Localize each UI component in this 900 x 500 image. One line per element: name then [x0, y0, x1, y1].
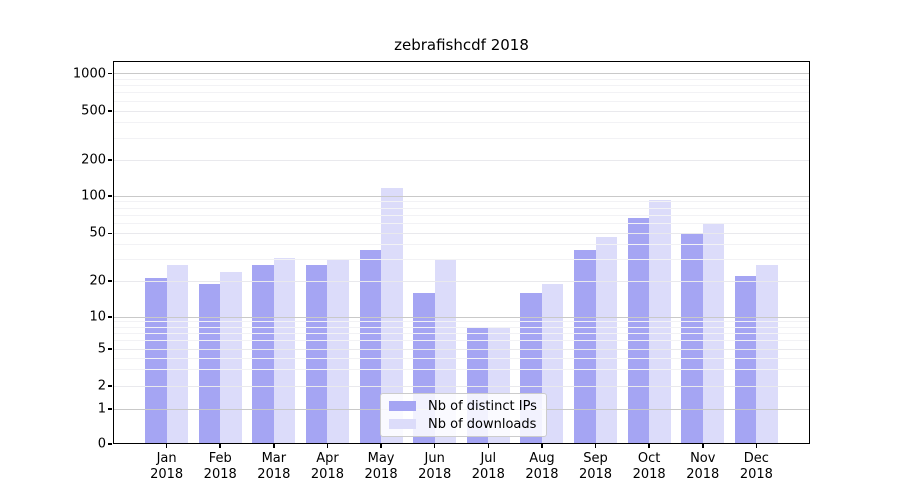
bar-downloads [541, 283, 564, 444]
grid-line [113, 259, 810, 261]
x-axis-tick [541, 444, 543, 448]
x-tick-label: Jan 2018 [150, 451, 184, 482]
grid-line [113, 100, 810, 102]
legend-swatch-downloads [389, 419, 416, 429]
legend-item-distinct-ips: Nb of distinct IPs [381, 399, 546, 414]
y-tick-label: 20 [89, 273, 106, 289]
legend: Nb of distinct IPs Nb of downloads [380, 393, 547, 437]
x-axis-tick [165, 444, 168, 448]
bar-downloads [327, 259, 349, 444]
x-axis-tick [487, 444, 490, 448]
y-tick-label: 2 [97, 378, 106, 394]
bar-distinct-ips [252, 265, 274, 444]
bar-distinct-ips [574, 250, 596, 444]
y-axis-tick [108, 348, 112, 350]
bar-distinct-ips [627, 217, 650, 444]
chart-title: zebrafishcdf 2018 [394, 36, 529, 54]
x-axis-tick [648, 444, 650, 448]
legend-swatch-distinct-ips [389, 401, 416, 411]
grid-line [113, 110, 810, 112]
y-tick-label: 50 [89, 225, 106, 241]
bar-distinct-ips [359, 250, 382, 444]
grid-line [113, 159, 810, 161]
bar-downloads [273, 258, 296, 444]
x-tick-label: Jul 2018 [471, 451, 505, 482]
x-axis-tick [219, 444, 221, 448]
grid-line [113, 340, 810, 342]
x-tick-label: Sep 2018 [578, 451, 613, 482]
x-axis-tick [326, 444, 329, 448]
x-axis-tick [380, 444, 382, 448]
grid-line [113, 280, 810, 282]
grid-line [113, 232, 810, 234]
y-axis-tick [108, 159, 112, 161]
y-axis-tick [108, 232, 112, 235]
x-axis-tick [273, 444, 275, 448]
y-axis-tick [108, 385, 112, 387]
y-axis-tick [108, 443, 112, 445]
grid-line [113, 316, 810, 318]
grid-line [113, 385, 810, 387]
x-tick-label: May 2018 [364, 451, 398, 482]
y-axis-tick [108, 72, 112, 75]
legend-label-distinct-ips: Nb of distinct IPs [428, 398, 537, 414]
grid-line [113, 73, 810, 74]
grid-line [113, 207, 810, 209]
grid-line [113, 201, 810, 203]
bar-distinct-ips [734, 276, 757, 444]
bar-downloads [381, 188, 403, 444]
grid-line [113, 85, 810, 87]
y-tick-label: 500 [81, 103, 106, 119]
grid-line [113, 369, 810, 371]
x-axis-tick [594, 444, 597, 448]
grid-line [113, 92, 810, 94]
bar-distinct-ips [681, 233, 703, 444]
x-tick-label: Dec 2018 [739, 451, 773, 482]
grid-line [113, 348, 810, 350]
x-axis-tick [702, 444, 704, 448]
legend-label-downloads: Nb of downloads [428, 416, 537, 432]
bar-downloads [166, 265, 189, 444]
y-tick-label: 5 [97, 341, 106, 357]
grid-line [113, 222, 810, 224]
y-tick-label: 200 [81, 152, 106, 168]
y-tick-label: 1000 [72, 66, 106, 81]
x-tick-label: Aug 2018 [525, 451, 559, 482]
legend-item-downloads: Nb of downloads [381, 417, 546, 432]
bar-downloads [756, 265, 778, 444]
x-axis-tick [433, 444, 436, 448]
x-tick-label: Feb 2018 [203, 451, 237, 482]
x-tick-label: Nov 2018 [686, 451, 720, 482]
grid-line [113, 357, 810, 359]
y-axis-tick [108, 316, 112, 318]
bar-distinct-ips [145, 278, 167, 444]
x-tick-label: Mar 2018 [257, 451, 291, 482]
grid-line [113, 214, 810, 216]
grid-line [113, 195, 810, 197]
x-tick-label: Jun 2018 [418, 451, 452, 482]
grid-line [113, 78, 810, 80]
grid-line [113, 122, 810, 124]
x-tick-label: Apr 2018 [310, 451, 344, 482]
x-tick-label: Oct 2018 [632, 451, 666, 482]
y-tick-label: 10 [89, 309, 106, 325]
y-axis-tick [108, 280, 112, 282]
grid-line [113, 321, 810, 323]
bar-distinct-ips [198, 283, 221, 444]
y-tick-label: 100 [81, 188, 106, 204]
y-axis-tick [108, 408, 112, 410]
grid-line [113, 137, 810, 139]
y-tick-label: 1 [97, 401, 106, 417]
y-axis-tick [108, 195, 112, 197]
y-axis-tick [108, 110, 112, 112]
plot-area [113, 61, 810, 444]
grid-line [113, 244, 810, 246]
grid-line [113, 326, 810, 328]
bar-distinct-ips [306, 265, 328, 444]
y-tick-label: 0 [97, 436, 106, 452]
x-axis-tick [755, 444, 758, 448]
grid-line [113, 332, 810, 334]
